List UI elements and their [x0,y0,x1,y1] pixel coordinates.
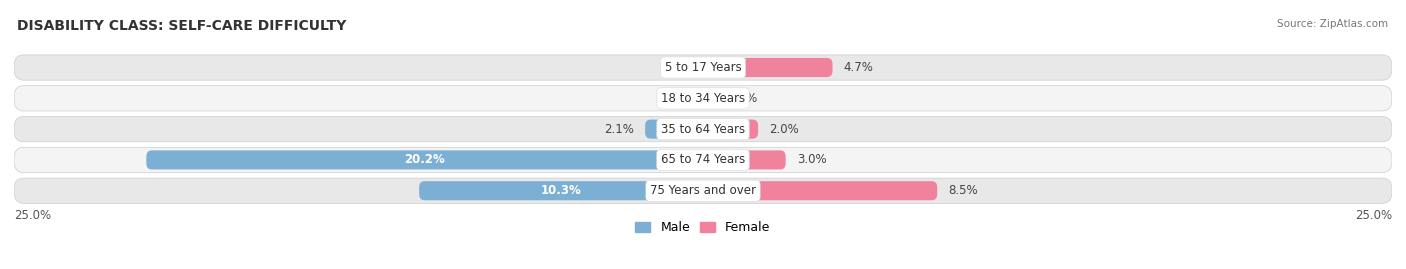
FancyBboxPatch shape [419,181,703,200]
FancyBboxPatch shape [703,120,758,139]
Text: Source: ZipAtlas.com: Source: ZipAtlas.com [1277,19,1388,29]
Legend: Male, Female: Male, Female [630,216,776,239]
Text: 18 to 34 Years: 18 to 34 Years [661,92,745,105]
Text: 5 to 17 Years: 5 to 17 Years [665,61,741,74]
Text: 0.0%: 0.0% [662,92,692,105]
Text: 2.0%: 2.0% [769,123,799,136]
Text: 65 to 74 Years: 65 to 74 Years [661,153,745,167]
Text: DISABILITY CLASS: SELF-CARE DIFFICULTY: DISABILITY CLASS: SELF-CARE DIFFICULTY [17,19,346,33]
FancyBboxPatch shape [14,86,1392,111]
Text: 4.7%: 4.7% [844,61,873,74]
FancyBboxPatch shape [14,55,1392,80]
FancyBboxPatch shape [703,181,938,200]
Text: 0.0%: 0.0% [662,61,692,74]
Text: 2.1%: 2.1% [605,123,634,136]
Text: 8.5%: 8.5% [948,184,979,197]
FancyBboxPatch shape [14,178,1392,203]
Text: 0.21%: 0.21% [720,92,756,105]
FancyBboxPatch shape [703,89,709,108]
Text: 3.0%: 3.0% [797,153,827,167]
FancyBboxPatch shape [146,150,703,169]
FancyBboxPatch shape [703,58,832,77]
Text: 35 to 64 Years: 35 to 64 Years [661,123,745,136]
FancyBboxPatch shape [703,150,786,169]
FancyBboxPatch shape [645,120,703,139]
Text: 20.2%: 20.2% [405,153,446,167]
Text: 75 Years and over: 75 Years and over [650,184,756,197]
FancyBboxPatch shape [14,116,1392,142]
Text: 25.0%: 25.0% [14,208,51,222]
FancyBboxPatch shape [14,147,1392,172]
Text: 25.0%: 25.0% [1355,208,1392,222]
Text: 10.3%: 10.3% [541,184,582,197]
